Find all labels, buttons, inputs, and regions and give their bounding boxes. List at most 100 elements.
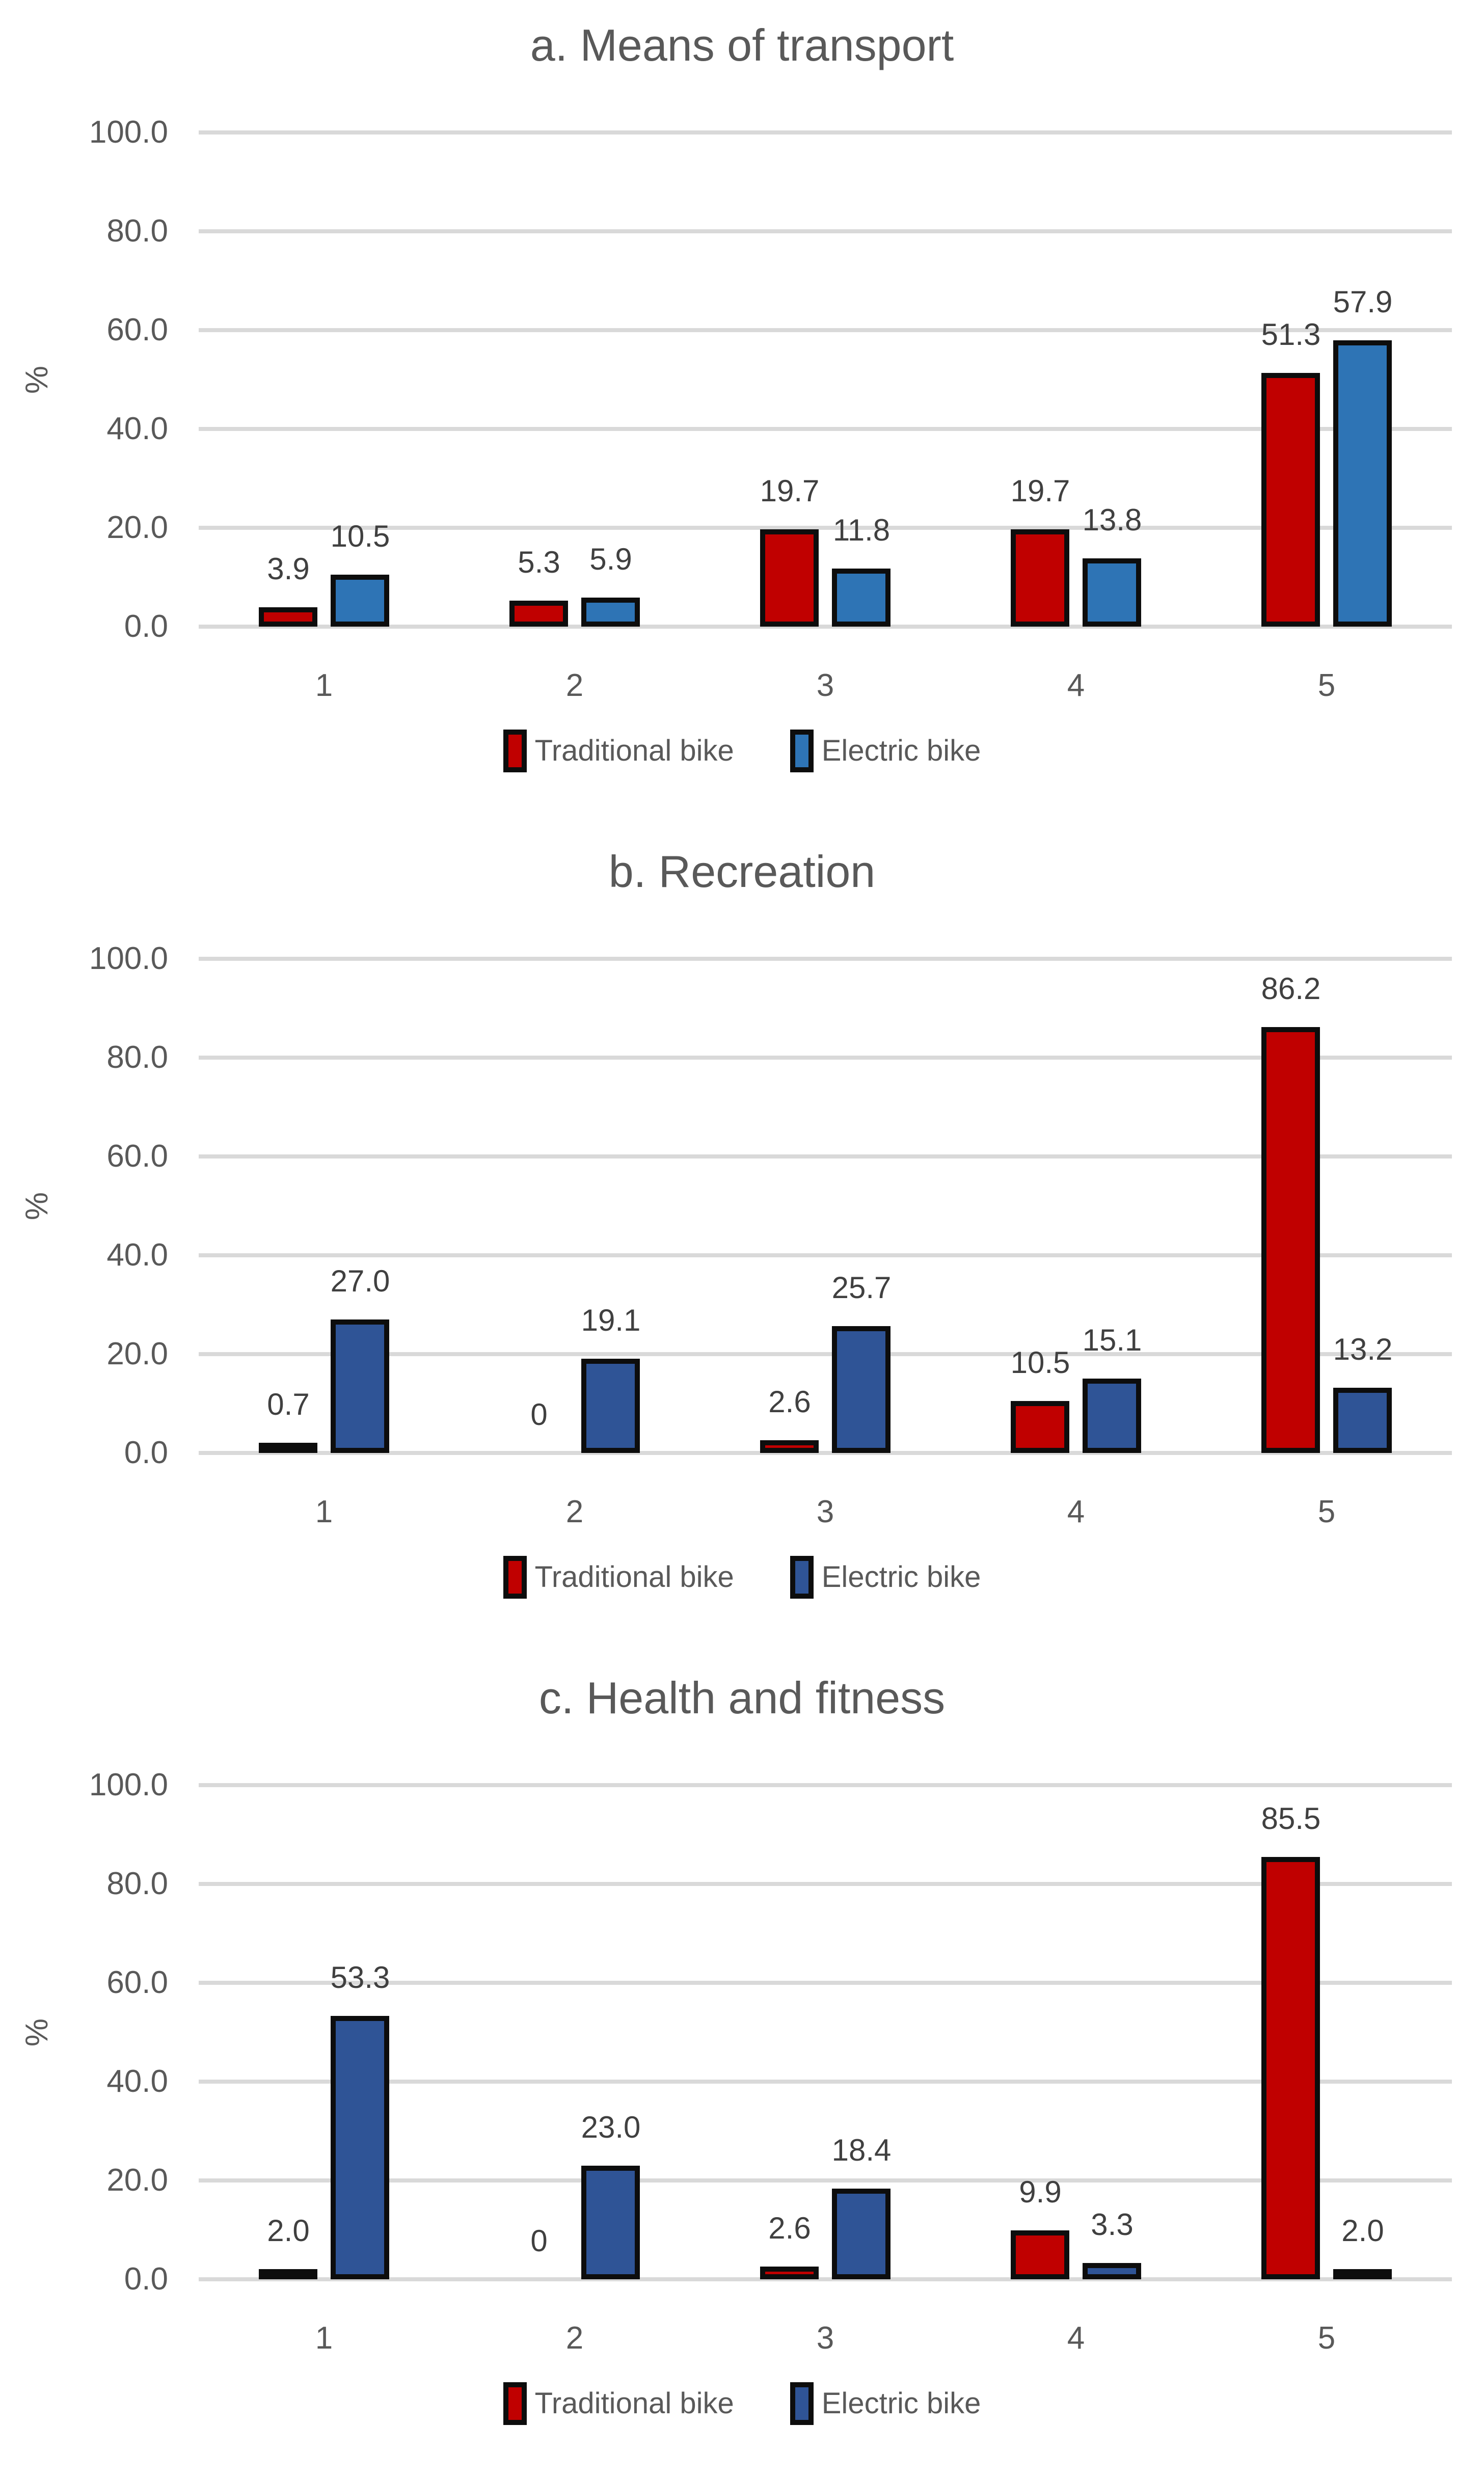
data-label: 53.3 <box>330 1960 390 1995</box>
bar-traditional-bike <box>1011 529 1069 627</box>
y-tick-label: 80.0 <box>106 213 168 249</box>
x-category-label: 2 <box>565 1494 584 1529</box>
data-label: 5.9 <box>589 542 632 576</box>
data-label: 19.1 <box>581 1303 641 1337</box>
bar-traditional-bike <box>1261 1857 1320 2279</box>
chart-title: a. Means of transport <box>530 20 954 70</box>
y-tick-label: 80.0 <box>106 1040 168 1075</box>
data-label: 27.0 <box>330 1264 390 1298</box>
gridline <box>199 2080 1452 2084</box>
x-category-label: 4 <box>1067 668 1085 703</box>
gridline <box>199 229 1452 233</box>
legend-swatch-traditional-bike <box>503 2382 527 2425</box>
y-axis-title: % <box>9 959 65 1453</box>
data-label: 2.6 <box>768 1385 811 1419</box>
data-label: 0 <box>530 1397 548 1432</box>
gridline <box>199 526 1452 530</box>
chart-health-and-fitness: c. Health and fitness % 100.0 80.0 60.0 40.… <box>0 1653 1484 2479</box>
y-tick-label: 0.0 <box>124 609 168 644</box>
y-tick-label: 80.0 <box>106 1866 168 1901</box>
legend-item-electric-bike: Electric bike <box>790 2382 981 2425</box>
y-tick-label: 100.0 <box>89 941 168 976</box>
data-label: 15.1 <box>1082 1323 1142 1357</box>
legend-label: Electric bike <box>821 734 981 767</box>
gridline <box>199 2277 1452 2281</box>
legend-label: Traditional bike <box>534 1560 734 1594</box>
bar-traditional-bike <box>259 607 317 627</box>
bar-traditional-bike <box>760 2267 819 2279</box>
chart-title: c. Health and fitness <box>538 1673 946 1723</box>
x-category-label: 3 <box>816 668 834 703</box>
bar-electric-bike <box>1083 1379 1141 1453</box>
x-category-label: 1 <box>315 1494 333 1529</box>
legend-swatch-electric-bike <box>790 730 814 772</box>
data-label: 10.5 <box>330 519 390 553</box>
y-axis-title-text: % <box>19 365 55 394</box>
y-axis-title-text: % <box>19 2018 55 2046</box>
data-label: 13.2 <box>1333 1332 1393 1366</box>
y-tick-label: 40.0 <box>106 2064 168 2099</box>
bar-electric-bike <box>1333 2269 1392 2279</box>
x-category-label: 5 <box>1317 1494 1336 1529</box>
x-category-label: 4 <box>1067 2321 1085 2356</box>
bar-traditional-bike <box>1011 2230 1069 2279</box>
gridline <box>199 2178 1452 2182</box>
gridline <box>199 1981 1452 1985</box>
bar-electric-bike <box>1333 340 1392 627</box>
data-label: 3.3 <box>1091 2207 1134 2242</box>
bar-electric-bike <box>331 2016 389 2279</box>
y-tick-label: 60.0 <box>106 1139 168 1174</box>
y-tick-label: 0.0 <box>124 2261 168 2297</box>
legend-item-traditional-bike: Traditional bike <box>503 730 734 772</box>
gridline <box>199 1783 1452 1787</box>
plot-area: 100.0 80.0 60.0 40.0 20.0 0.0 2.0 53.3 0 23.0 2.6 1… <box>89 1769 1452 2295</box>
legend-swatch-electric-bike <box>790 1556 814 1599</box>
bar-electric-bike <box>331 575 389 627</box>
data-label: 2.0 <box>1341 2214 1384 2248</box>
data-label: 19.7 <box>1010 474 1070 508</box>
gridline <box>199 1882 1452 1886</box>
bar-traditional-bike <box>1011 1401 1069 1453</box>
gridline <box>199 625 1452 629</box>
bar-electric-bike <box>832 1326 891 1453</box>
y-tick-label: 20.0 <box>106 1336 168 1371</box>
bar-electric-bike <box>581 598 640 627</box>
data-label: 51.3 <box>1261 317 1321 352</box>
bar-electric-bike <box>1333 1388 1392 1453</box>
data-label: 23.0 <box>581 2110 641 2144</box>
bar-traditional-bike <box>259 1443 317 1453</box>
gridline <box>199 1352 1452 1356</box>
gridline <box>199 1056 1452 1060</box>
bar-electric-bike <box>1083 2263 1141 2279</box>
data-label: 10.5 <box>1010 1345 1070 1380</box>
legend: Traditional bike Electric bike <box>0 730 1484 772</box>
bar-electric-bike <box>832 2189 891 2279</box>
x-category-label: 5 <box>1317 668 1336 703</box>
bar-electric-bike <box>331 1319 389 1453</box>
legend-label: Electric bike <box>821 1560 981 1594</box>
y-tick-label: 20.0 <box>106 510 168 545</box>
y-tick-label: 40.0 <box>106 1237 168 1273</box>
chart-title: b. Recreation <box>608 846 876 897</box>
y-axis-title-text: % <box>19 1192 55 1220</box>
data-label: 25.7 <box>831 1271 892 1305</box>
gridline <box>199 1451 1452 1455</box>
y-axis-title: % <box>9 1785 65 2279</box>
bar-traditional-bike <box>760 529 819 627</box>
legend-item-traditional-bike: Traditional bike <box>503 1556 734 1599</box>
y-tick-label: 0.0 <box>124 1435 168 1470</box>
x-category-label: 5 <box>1317 2321 1336 2356</box>
bar-electric-bike <box>581 1359 640 1453</box>
x-category-label: 4 <box>1067 1494 1085 1529</box>
bar-traditional-bike <box>259 2269 317 2279</box>
gridline <box>199 427 1452 431</box>
legend-item-electric-bike: Electric bike <box>790 1556 981 1599</box>
legend-swatch-traditional-bike <box>503 1556 527 1599</box>
y-tick-label: 20.0 <box>106 2163 168 2198</box>
bar-traditional-bike <box>509 601 568 627</box>
x-category-label: 1 <box>315 668 333 703</box>
data-label: 0.7 <box>267 1387 310 1421</box>
data-label: 57.9 <box>1333 285 1393 319</box>
data-label: 0 <box>530 2224 548 2258</box>
